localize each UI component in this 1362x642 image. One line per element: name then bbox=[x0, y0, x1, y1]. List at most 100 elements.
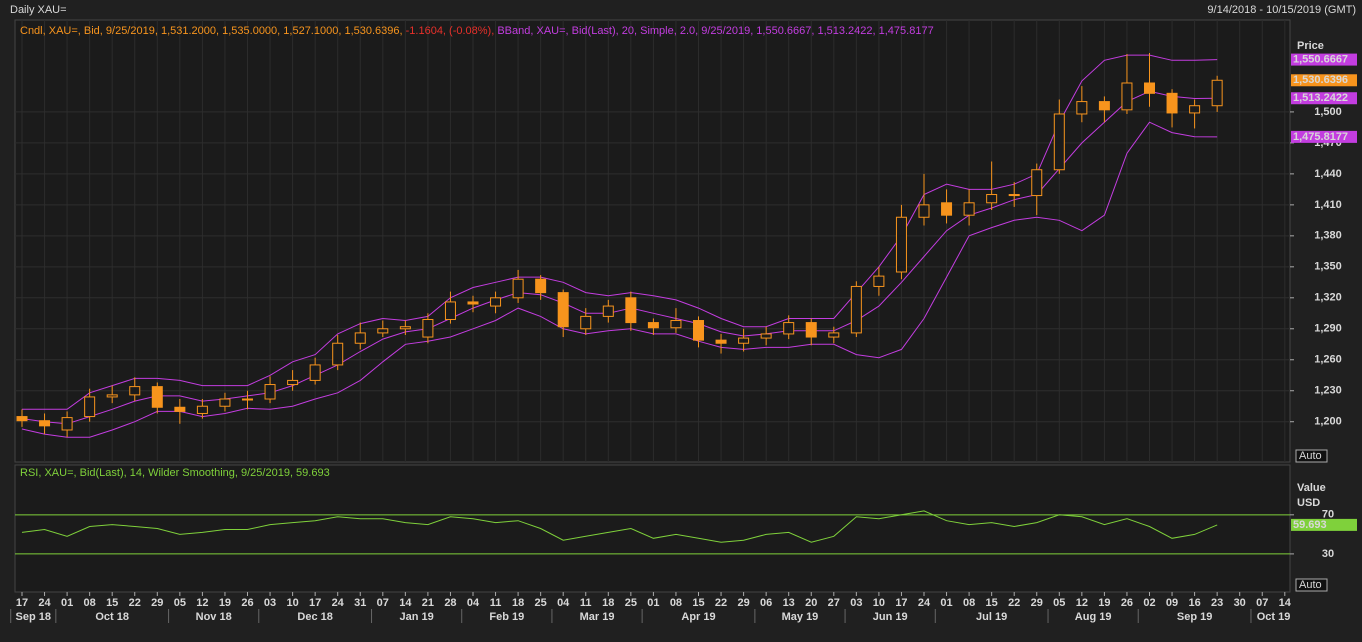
candle-body bbox=[512, 278, 524, 299]
legend: RSI, XAU=, Bid(Last), 14, Wilder Smoothi… bbox=[20, 467, 330, 479]
legend-entry: Cndl, XAU=, Bid, 9/25/2019, 1,531.2000, … bbox=[20, 25, 403, 37]
candle-body bbox=[602, 305, 614, 317]
x-tick-label: 12 bbox=[196, 597, 208, 609]
month-label: Oct 19 bbox=[1257, 611, 1291, 623]
x-tick-label: 14 bbox=[399, 597, 412, 609]
candle-body bbox=[61, 417, 73, 431]
candle-body bbox=[918, 204, 930, 218]
candle-body bbox=[625, 297, 637, 324]
candle-body bbox=[693, 320, 704, 341]
candle-body bbox=[1098, 101, 1110, 111]
month-label: Jun 19 bbox=[873, 611, 908, 623]
x-tick-label: 01 bbox=[647, 597, 659, 609]
candle-body bbox=[535, 278, 547, 294]
rsi-axis-unit: USD bbox=[1297, 497, 1320, 509]
x-tick-label: 26 bbox=[241, 597, 253, 609]
x-tick-label: 08 bbox=[84, 597, 96, 609]
candle-body bbox=[647, 322, 659, 329]
month-label: Aug 19 bbox=[1075, 611, 1112, 623]
candle-body bbox=[490, 297, 502, 307]
x-tick-label: 03 bbox=[264, 597, 276, 609]
candle-body bbox=[151, 386, 163, 408]
month-label: Nov 18 bbox=[196, 611, 232, 623]
month-label: Feb 19 bbox=[489, 611, 524, 623]
x-tick-label: 18 bbox=[602, 597, 614, 609]
candle-body bbox=[129, 386, 141, 396]
candle-body bbox=[196, 405, 208, 414]
candle-body bbox=[1031, 169, 1043, 197]
x-tick-label: 10 bbox=[286, 597, 298, 609]
y-tick-label: 1,260 bbox=[1314, 354, 1342, 366]
candle-body bbox=[174, 406, 186, 412]
x-tick-label: 05 bbox=[174, 597, 186, 609]
x-tick-label: 15 bbox=[692, 597, 704, 609]
x-tick-label: 17 bbox=[16, 597, 28, 609]
legend-entry: BBand, XAU=, Bid(Last), 20, Simple, 2.0,… bbox=[497, 25, 933, 37]
bollinger-band bbox=[22, 54, 1218, 410]
auto-label[interactable]: Auto bbox=[1299, 450, 1322, 462]
x-tick-label: 24 bbox=[38, 597, 51, 609]
month-label: Sep 19 bbox=[1177, 611, 1212, 623]
month-label: Mar 19 bbox=[580, 611, 615, 623]
x-tick-label: 25 bbox=[625, 597, 637, 609]
x-tick-label: 29 bbox=[1031, 597, 1043, 609]
x-tick-label: 03 bbox=[850, 597, 862, 609]
auto-button[interactable] bbox=[1295, 578, 1328, 592]
candle-body bbox=[16, 416, 28, 422]
x-tick-label: 13 bbox=[783, 597, 795, 609]
x-tick-label: 07 bbox=[1256, 597, 1268, 609]
candle-body bbox=[760, 333, 772, 339]
candle-body bbox=[805, 322, 817, 338]
price-tag-label: 1,550.6667 bbox=[1293, 53, 1348, 65]
rsi-panel bbox=[14, 464, 1291, 593]
candle-body bbox=[377, 328, 389, 334]
rsi-tag bbox=[1291, 518, 1357, 531]
y-tick-label: 1,320 bbox=[1314, 292, 1342, 304]
x-tick-label: 21 bbox=[422, 597, 434, 609]
month-label: Jul 19 bbox=[976, 611, 1007, 623]
x-tick-label: 11 bbox=[490, 597, 502, 609]
candle-body bbox=[1076, 101, 1088, 115]
x-tick-label: 28 bbox=[444, 597, 456, 609]
month-label: Apr 19 bbox=[681, 611, 715, 623]
candle-body bbox=[287, 379, 299, 386]
candle-body bbox=[670, 320, 682, 329]
x-tick-label: 29 bbox=[737, 597, 749, 609]
candle-body bbox=[1144, 82, 1155, 94]
y-tick-label: 70 bbox=[1322, 509, 1334, 521]
x-tick-label: 01 bbox=[61, 597, 73, 609]
candle-body bbox=[1008, 194, 1020, 197]
x-tick-label: 19 bbox=[219, 597, 231, 609]
candle-body bbox=[963, 202, 975, 216]
y-tick-label: 1,290 bbox=[1314, 323, 1342, 335]
price-tag bbox=[1291, 53, 1357, 66]
auto-button[interactable] bbox=[1295, 449, 1328, 463]
y-tick-label: 1,410 bbox=[1314, 199, 1342, 211]
x-tick-label: 22 bbox=[715, 597, 727, 609]
y-tick-label: 1,230 bbox=[1314, 385, 1342, 397]
x-tick-label: 12 bbox=[1076, 597, 1088, 609]
price-tag bbox=[1291, 130, 1357, 143]
candle-body bbox=[1166, 92, 1178, 114]
candle-body bbox=[1053, 113, 1065, 171]
x-tick-label: 10 bbox=[873, 597, 885, 609]
candle-body bbox=[1211, 79, 1223, 107]
price-axis-label: Price bbox=[1297, 40, 1324, 52]
rsi-tag-label: 59.693 bbox=[1293, 519, 1327, 531]
y-tick-label: 1,440 bbox=[1314, 168, 1342, 180]
x-tick-label: 05 bbox=[1053, 597, 1065, 609]
x-tick-label: 22 bbox=[129, 597, 141, 609]
x-tick-label: 09 bbox=[1166, 597, 1178, 609]
month-label: Sep 18 bbox=[16, 611, 51, 623]
candle-body bbox=[84, 396, 96, 418]
price-tag bbox=[1291, 74, 1357, 87]
month-label: Jan 19 bbox=[400, 611, 434, 623]
x-tick-label: 15 bbox=[986, 597, 998, 609]
x-tick-label: 08 bbox=[963, 597, 975, 609]
price-panel bbox=[14, 19, 1291, 463]
candle-body bbox=[444, 301, 456, 320]
auto-label[interactable]: Auto bbox=[1299, 579, 1322, 591]
y-tick-label: 30 bbox=[1322, 548, 1334, 560]
x-tick-label: 14 bbox=[1279, 597, 1292, 609]
x-tick-label: 24 bbox=[918, 597, 931, 609]
